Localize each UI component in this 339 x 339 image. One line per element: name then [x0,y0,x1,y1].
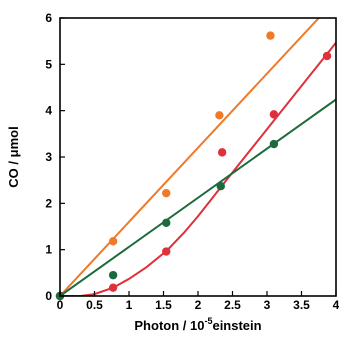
series-2-point [269,110,279,119]
series-1-point [215,111,224,120]
x-axis-label-unit: einstein [212,318,261,333]
series-1-point [266,31,275,40]
y-tick-label: 4 [45,104,52,118]
x-tick-label: 0 [57,298,64,312]
x-axis-label-exponent: -5 [204,316,212,326]
series-lines [60,18,336,296]
x-tick-label: 2 [195,298,202,312]
y-tick-label: 2 [45,196,52,210]
x-tick-label: 1 [126,298,133,312]
x-axis-label-main: Photon / 10 [134,318,204,333]
series-1-fit-line [60,18,321,296]
y-tick-label: 5 [45,57,52,71]
x-tick-label: 1.5 [155,298,172,312]
y-tick-label: 6 [45,11,52,25]
x-tick-label: 3 [264,298,271,312]
x-tick-label: 3.5 [293,298,310,312]
y-tick-label: 0 [45,289,52,303]
y-axis-label: CO / μmol [6,126,21,187]
series-3-point [269,139,279,149]
y-tick-label: 1 [45,243,52,257]
series-2-point [162,247,171,256]
series-1-point [108,237,118,246]
x-tick-label: 0.5 [86,298,103,312]
x-tick-label: 2.5 [224,298,241,312]
plot-frame [59,17,337,297]
x-axis-label: Photon / 10-5einstein [134,316,261,333]
series-2-point [217,148,227,157]
series-3-point [162,218,171,227]
series-1-point [162,188,171,198]
y-tick-label: 3 [45,150,52,164]
series-2-point [108,283,118,292]
series-3-fit-line [60,98,336,296]
series-3-point [108,270,118,280]
series-points [55,31,332,301]
series-3-point [216,181,225,191]
series-2-point [322,51,332,61]
x-tick-label: 4 [333,298,339,312]
series-2-fit-line [60,41,336,296]
axes-ticks: 0 0.5 1 1.5 2 2.5 3 3.5 4 0 1 2 3 4 5 6 [45,11,339,312]
